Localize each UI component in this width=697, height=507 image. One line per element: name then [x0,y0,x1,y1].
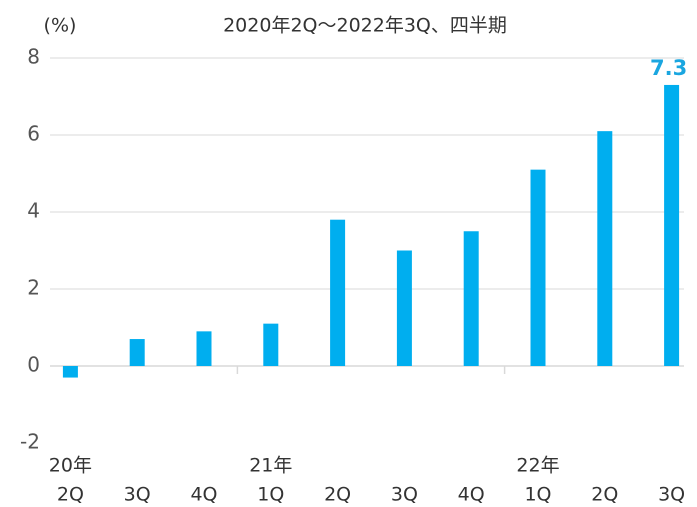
x-tick-label: 1Q [524,484,551,506]
x-tick-label: 4Q [458,484,485,506]
y-tick-label: 2 [27,276,40,300]
bar [463,231,479,366]
y-tick-label: 6 [27,122,40,146]
year-label: 22年 [516,455,559,477]
x-tick-label: 2Q [57,484,84,506]
y-tick-label: 0 [27,353,40,377]
x-tick-label: 3Q [391,484,418,506]
y-tick-label: -2 [20,430,40,454]
bar [263,323,279,366]
x-tick-label: 3Q [124,484,151,506]
bar [129,339,145,366]
bar [597,131,613,366]
x-tick-label: 4Q [190,484,217,506]
year-label: 21年 [249,455,292,477]
y-tick-label: 4 [27,199,40,223]
bar [62,366,78,378]
y-axis-label: (%) [44,15,77,37]
x-tick-label: 2Q [324,484,351,506]
bar [196,331,212,366]
bar [664,84,680,366]
chart-subtitle: 2020年2Q～2022年3Q、四半期 [223,15,507,37]
x-tick-label: 1Q [257,484,284,506]
bar [530,169,546,366]
x-tick-label: 3Q [658,484,685,506]
bar [396,250,412,366]
year-label: 20年 [49,455,92,477]
x-tick-label: 2Q [591,484,618,506]
y-tick-label: 8 [27,45,40,69]
value-label: 7.3 [650,56,687,80]
bar [330,219,346,366]
